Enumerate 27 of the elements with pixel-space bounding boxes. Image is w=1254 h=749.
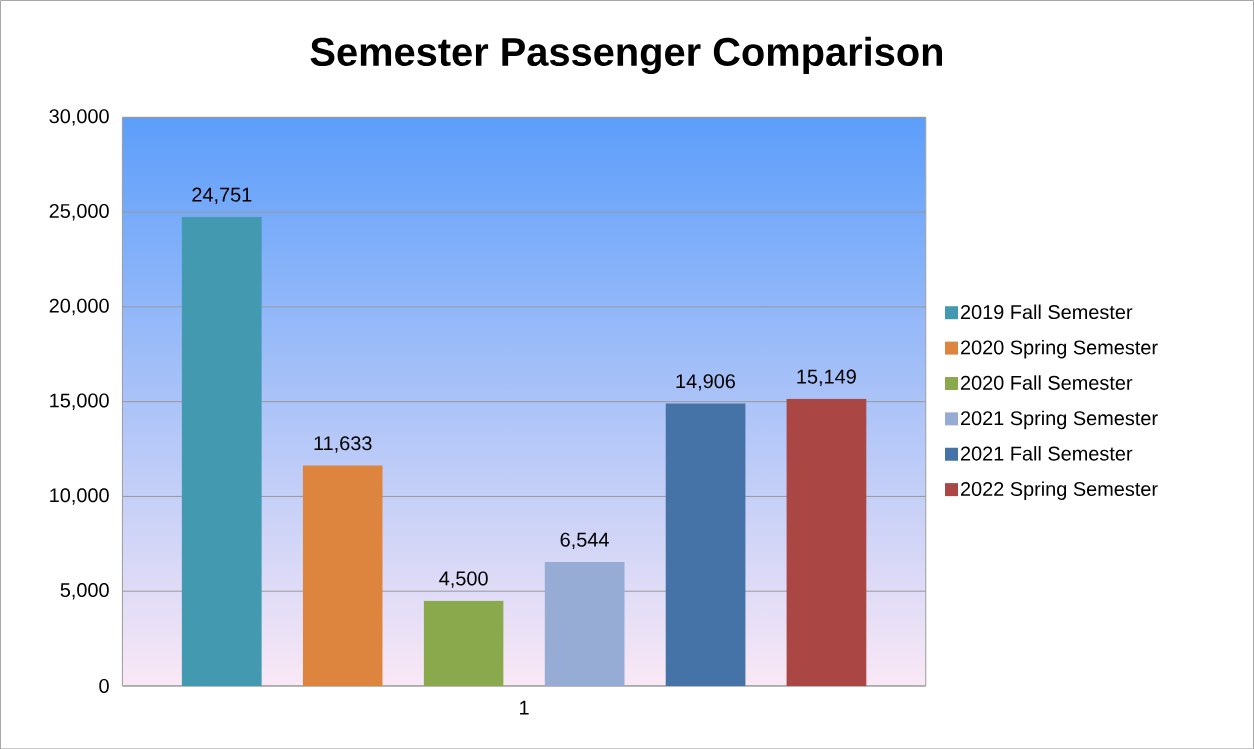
legend-label: 2022 Spring Semester: [961, 481, 1158, 500]
data-label: 14,906: [676, 373, 735, 391]
y-tick-label: 0: [99, 678, 109, 693]
data-label: 24,751: [192, 187, 252, 204]
data-label: 11,633: [314, 436, 372, 453]
chart-title: Semester Passenger Comparison: [310, 36, 943, 74]
y-tick-label: 20,000: [49, 298, 109, 315]
data-label: 6,544: [560, 532, 609, 549]
legend-label: 2020 Spring Semester: [961, 339, 1158, 359]
y-tick-label: 10,000: [50, 488, 109, 505]
legend-label: 2021 Fall Semester: [961, 445, 1133, 461]
legend-label: 2021 Spring Semester: [961, 410, 1158, 430]
x-tick-label: 1: [520, 700, 529, 715]
legend-label: 2020 Fall Semester: [961, 375, 1133, 390]
data-label: 4,500: [439, 571, 488, 588]
bar: [302, 465, 383, 686]
bar: [544, 561, 625, 686]
bar: [181, 216, 262, 686]
bar: [423, 600, 504, 686]
bar: [786, 398, 867, 686]
y-tick-label: 5,000: [60, 582, 109, 600]
bar: [665, 403, 746, 686]
y-tick-label: 15,000: [50, 393, 109, 410]
legend-label: 2019 Fall Semester: [961, 304, 1133, 319]
y-tick-label: 25,000: [49, 203, 109, 221]
y-tick-label: 30,000: [49, 108, 109, 126]
data-label: 15,149: [797, 369, 856, 386]
